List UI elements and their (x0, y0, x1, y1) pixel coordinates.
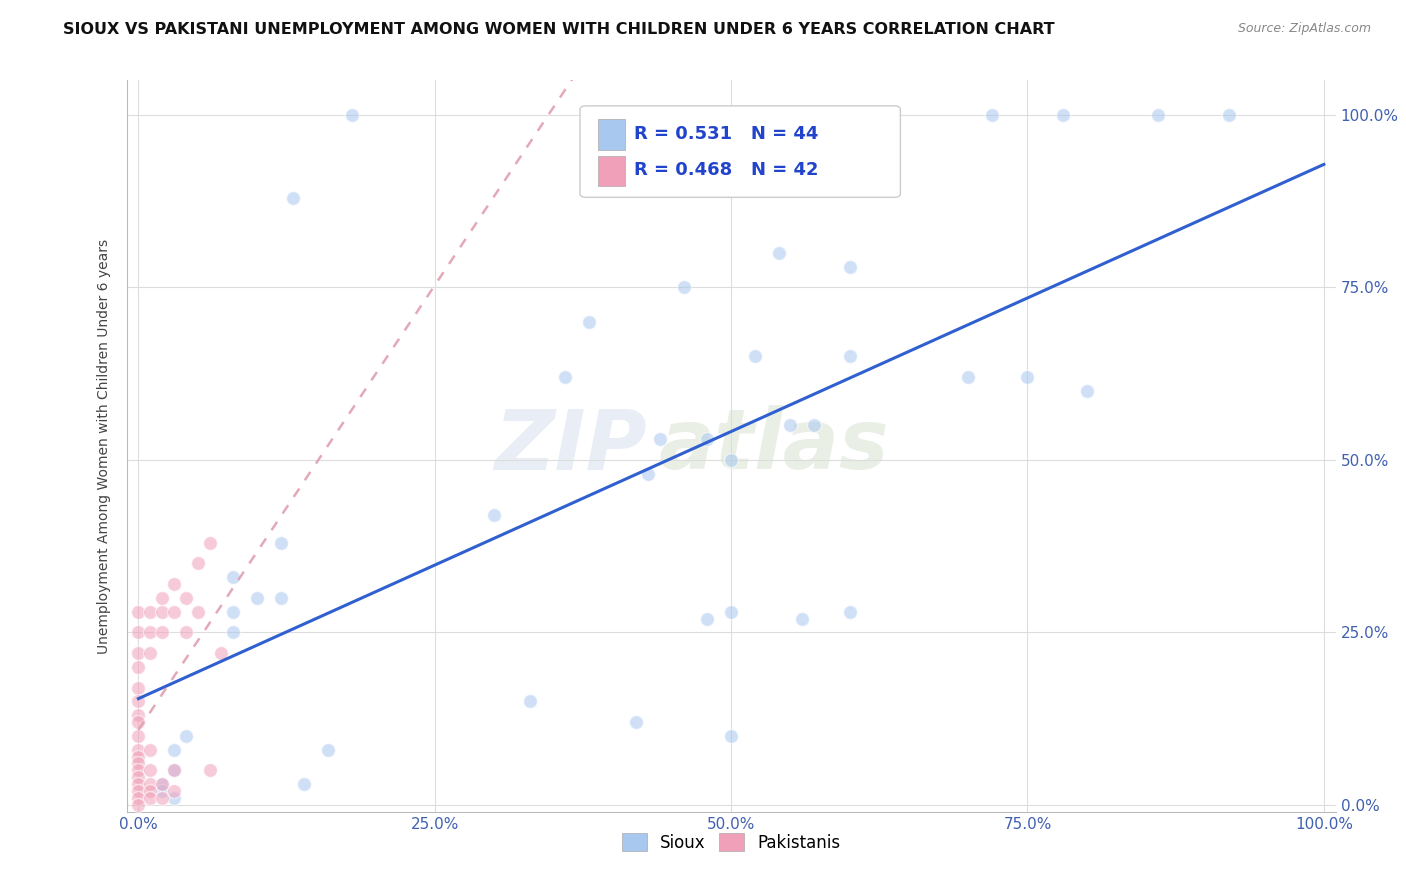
Point (779, 418, 801, 433)
Point (1017, 370, 1039, 384)
Point (139, 605, 162, 619)
Point (720, 452, 742, 467)
Point (150, 625, 173, 640)
Point (222, 625, 245, 640)
Text: atlas: atlas (658, 406, 889, 486)
Point (626, 714, 648, 729)
Point (127, 625, 149, 640)
Point (127, 756, 149, 771)
Point (187, 557, 209, 571)
Point (163, 605, 186, 619)
Point (198, 764, 221, 778)
Point (174, 625, 197, 640)
Point (246, 591, 269, 605)
Text: R = 0.468   N = 42: R = 0.468 N = 42 (634, 161, 818, 179)
Point (637, 467, 659, 481)
Point (187, 605, 209, 619)
Point (163, 764, 186, 778)
Point (163, 764, 186, 778)
Point (127, 729, 149, 743)
Point (150, 791, 173, 805)
Point (150, 605, 173, 619)
Point (482, 508, 505, 522)
Point (139, 791, 162, 805)
Point (139, 764, 162, 778)
Point (150, 784, 173, 798)
Point (163, 791, 186, 805)
Point (163, 784, 186, 798)
Point (1218, 108, 1240, 122)
Point (139, 625, 162, 640)
Point (139, 784, 162, 798)
Point (139, 777, 162, 791)
Point (150, 777, 173, 791)
Point (270, 535, 292, 549)
Point (803, 418, 825, 433)
Legend: Sioux, Pakistanis: Sioux, Pakistanis (614, 826, 848, 858)
Point (270, 591, 292, 605)
Text: Source: ZipAtlas.com: Source: ZipAtlas.com (1237, 22, 1371, 36)
Bar (598, 119, 624, 150)
Point (957, 370, 980, 384)
Point (127, 777, 149, 791)
Point (648, 432, 671, 446)
Point (838, 349, 860, 363)
Point (174, 729, 197, 743)
Point (127, 646, 149, 660)
Point (1147, 108, 1170, 122)
Point (1052, 108, 1074, 122)
Point (720, 605, 742, 619)
Point (150, 591, 173, 605)
Point (198, 535, 221, 549)
Point (139, 646, 162, 660)
Point (127, 764, 149, 778)
Point (672, 280, 695, 294)
Point (554, 370, 576, 384)
Point (696, 611, 718, 625)
Y-axis label: Unemployment Among Women with Children Under 6 years: Unemployment Among Women with Children U… (97, 238, 111, 654)
Point (222, 605, 245, 619)
Point (792, 611, 814, 625)
Point (127, 749, 149, 764)
Point (838, 605, 860, 619)
Text: R = 0.531   N = 44: R = 0.531 N = 44 (634, 125, 818, 143)
Point (980, 108, 1002, 122)
Point (127, 708, 149, 723)
Point (340, 108, 363, 122)
Point (127, 797, 149, 812)
Point (127, 605, 149, 619)
Point (519, 694, 541, 708)
Point (174, 591, 197, 605)
Point (139, 742, 162, 756)
Point (578, 315, 600, 329)
Point (222, 570, 245, 584)
Point (127, 742, 149, 756)
Point (1076, 384, 1098, 398)
Point (281, 191, 304, 205)
Point (163, 577, 186, 591)
Point (127, 714, 149, 729)
Point (127, 694, 149, 708)
Point (292, 777, 315, 791)
Point (696, 432, 718, 446)
Point (838, 260, 860, 274)
Point (150, 777, 173, 791)
Point (127, 770, 149, 784)
Text: SIOUX VS PAKISTANI UNEMPLOYMENT AMONG WOMEN WITH CHILDREN UNDER 6 YEARS CORRELAT: SIOUX VS PAKISTANI UNEMPLOYMENT AMONG WO… (63, 22, 1054, 37)
Point (127, 791, 149, 805)
Point (209, 646, 232, 660)
Point (720, 729, 742, 743)
Point (316, 742, 339, 756)
Bar (598, 155, 624, 186)
Point (768, 245, 790, 260)
Point (744, 349, 766, 363)
FancyBboxPatch shape (581, 106, 900, 197)
Text: ZIP: ZIP (494, 406, 647, 486)
Point (127, 660, 149, 674)
Point (127, 784, 149, 798)
Point (127, 681, 149, 695)
Point (163, 742, 186, 756)
